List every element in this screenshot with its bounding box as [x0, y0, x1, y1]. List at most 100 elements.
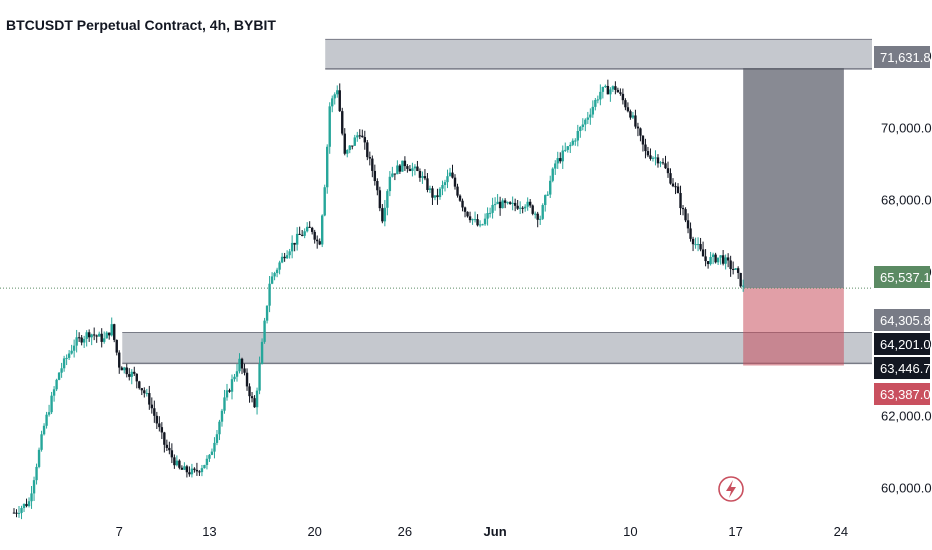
candle-body [243, 368, 246, 373]
candle-body [75, 337, 78, 346]
candle-body [466, 211, 469, 217]
candle-body [584, 119, 587, 125]
candle-body [92, 334, 96, 336]
candle-body [594, 100, 597, 107]
candle-body [656, 157, 660, 164]
candle-body [70, 350, 73, 354]
candle-body [441, 185, 444, 189]
candle-body [108, 332, 111, 336]
candle-body [646, 151, 650, 156]
candle-body [408, 168, 412, 171]
candle-body [401, 160, 404, 172]
candle-body [341, 111, 344, 134]
price-tag [874, 333, 930, 355]
candle-body [546, 194, 549, 196]
candle-body [228, 390, 231, 392]
candle-body [604, 85, 607, 87]
candle-body [50, 395, 53, 413]
candle-body [208, 454, 211, 459]
candle-body [283, 256, 286, 259]
candle-body [503, 200, 507, 203]
x-tick-label: 26 [398, 524, 412, 539]
candle-body [275, 269, 279, 274]
candle-body [596, 99, 600, 101]
candle-body [263, 320, 266, 342]
candle-body [671, 183, 675, 187]
candle-body [496, 201, 499, 205]
candle-body [383, 207, 387, 222]
candle-body [346, 150, 349, 154]
candle-body [185, 466, 189, 473]
candle-body [533, 213, 537, 215]
x-tick-label: 7 [116, 524, 123, 539]
candle-body [478, 224, 482, 226]
candle-body [300, 234, 304, 236]
candle-body [526, 201, 529, 207]
candle-body [115, 339, 118, 353]
candle-body [215, 434, 219, 443]
candle-body [649, 155, 652, 159]
candle-body [353, 137, 356, 146]
candle-body [704, 256, 707, 262]
candle-body [551, 168, 554, 181]
candle-body [666, 168, 670, 174]
candle-body [416, 166, 419, 171]
candle-body [711, 254, 715, 257]
candle-body [734, 268, 737, 270]
candle-body [508, 202, 512, 204]
candle-body [709, 256, 712, 265]
candle-body [739, 272, 742, 287]
candle-body [205, 458, 209, 466]
candle-body [323, 187, 326, 216]
x-tick-label: 20 [307, 524, 321, 539]
candle-body [393, 173, 397, 175]
candle-body [240, 358, 244, 369]
candle-body [220, 410, 224, 422]
candle-body [293, 242, 296, 245]
candle-body [175, 460, 179, 466]
candle-body [624, 100, 627, 108]
candle-body [110, 324, 113, 336]
candle-body [398, 165, 402, 172]
candle-body [285, 255, 289, 259]
y-tick-label: 60,000.0 [881, 480, 932, 495]
price-tag-label: 63,446.7 [880, 361, 931, 376]
candle-body [173, 457, 176, 466]
price-tag [874, 383, 930, 405]
candle-body [368, 157, 372, 159]
candle-body [381, 208, 384, 222]
candle-body [721, 255, 725, 264]
candle-body [458, 195, 462, 201]
candle-body [686, 220, 690, 229]
candle-body [195, 469, 199, 472]
candle-body [95, 335, 98, 337]
candle-body [338, 90, 341, 112]
candle-body [278, 262, 281, 270]
candle-body [579, 126, 582, 132]
candle-body [230, 379, 234, 392]
candle-body [636, 126, 640, 129]
candle-body [376, 181, 379, 191]
candle-body [258, 363, 261, 391]
candle-body [591, 106, 595, 115]
candle-body [42, 425, 46, 435]
candle-body [498, 201, 502, 209]
candle-body [218, 421, 221, 435]
x-tick-label: Jun [484, 524, 507, 539]
candle-body [163, 432, 166, 445]
candle-body [731, 269, 735, 271]
candle-body [140, 388, 143, 391]
candle-body [681, 208, 685, 210]
candle-body [446, 176, 449, 183]
candle-body [265, 305, 269, 321]
candle-body [599, 91, 602, 100]
candle-body [280, 256, 284, 263]
candle-body [105, 332, 108, 339]
candle-body [581, 124, 585, 127]
candle-body [123, 367, 126, 371]
candle-body [679, 192, 682, 209]
candle-body [694, 244, 697, 246]
candle-body [178, 460, 181, 468]
candle-body [165, 444, 169, 448]
